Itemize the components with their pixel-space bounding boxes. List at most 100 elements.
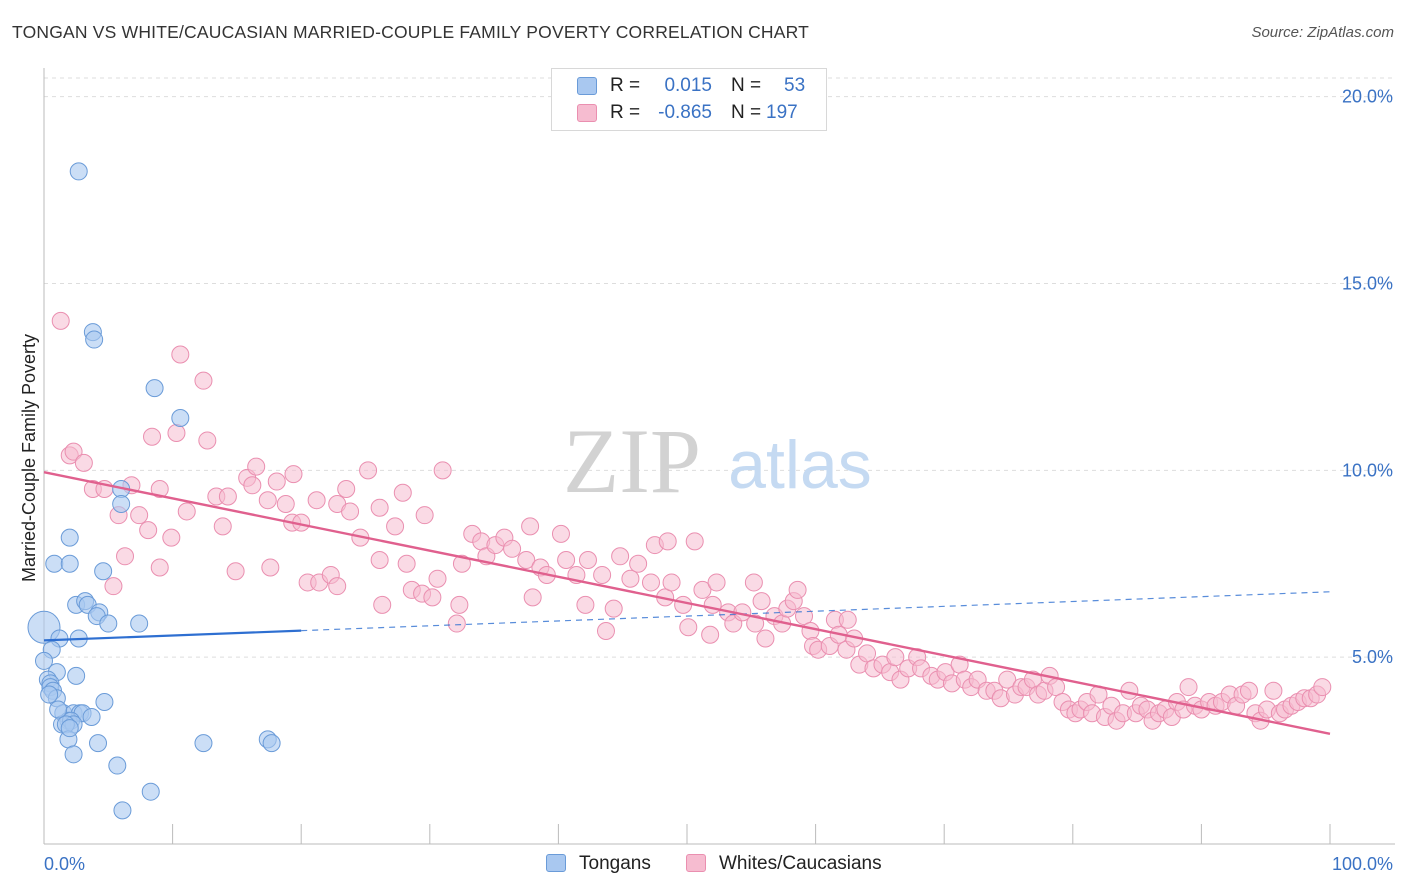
whites-point — [64, 442, 83, 461]
whites-point — [604, 599, 623, 618]
tongans-point — [67, 666, 86, 685]
n-value: 197 — [766, 102, 798, 123]
y-tick-label: 20.0% — [1342, 87, 1393, 107]
whites-point — [74, 453, 93, 472]
r-value: -0.865 — [658, 102, 712, 123]
whites-point — [171, 345, 190, 364]
whites-point — [51, 311, 70, 330]
whites-point — [517, 551, 536, 570]
correlation-legend: R = 0.015 N = 53 R = -0.865 N = 197 — [551, 68, 827, 131]
whites-point — [341, 502, 360, 521]
tongans-point — [113, 801, 132, 820]
y-tick-label: 10.0% — [1342, 460, 1393, 480]
whites-point — [243, 476, 262, 495]
whites-point — [150, 480, 169, 499]
tongans-point — [85, 330, 104, 349]
tongans-point — [130, 614, 149, 633]
x-tick-label: 100.0% — [1332, 854, 1393, 874]
tongans-point — [262, 734, 281, 753]
tongans-point — [145, 379, 164, 398]
whites-point — [337, 480, 356, 499]
tongans-point — [69, 162, 88, 181]
whites-point — [593, 565, 612, 584]
whites-label: Whites/Caucasians — [719, 853, 882, 874]
whites-point — [658, 532, 677, 551]
y-tick-label: 5.0% — [1352, 647, 1393, 667]
legend-row-whites: R = -0.865 N = 197 — [552, 100, 826, 126]
legend-row-tongans: R = 0.015 N = 53 — [552, 73, 826, 99]
whites-point — [177, 502, 196, 521]
watermark: ZIP atlas — [563, 410, 872, 512]
whites-point — [370, 551, 389, 570]
legend-item-whites: Whites/Caucasians — [686, 852, 916, 876]
whites-point — [693, 580, 712, 599]
tongans-point — [108, 756, 127, 775]
whites-points — [51, 311, 1332, 730]
whites-point — [433, 461, 452, 480]
tongans-point — [82, 707, 101, 726]
whites-point — [629, 554, 648, 573]
tongans-trend-solid — [43, 629, 302, 642]
whites-point — [428, 569, 447, 588]
whites-point — [139, 521, 158, 540]
whites-point — [104, 577, 123, 596]
whites-point — [1313, 678, 1332, 697]
n-value: 53 — [784, 75, 806, 96]
tongans-point — [60, 528, 79, 547]
whites-point — [998, 670, 1017, 689]
grid-lines — [44, 77, 1395, 658]
whites-point — [328, 577, 347, 596]
whites-point — [415, 506, 434, 525]
whites-point — [756, 629, 775, 648]
whites-point — [447, 614, 466, 633]
r-label: R = — [610, 75, 641, 96]
whites-point — [523, 588, 542, 607]
whites-point — [198, 431, 217, 450]
whites-point — [423, 588, 442, 607]
whites-point — [551, 524, 570, 543]
whites-point — [261, 558, 280, 577]
whites-point — [701, 625, 720, 644]
y-axis-label: Married-Couple Family Poverty — [19, 334, 39, 582]
tongans-point — [141, 782, 160, 801]
whites-point — [258, 491, 277, 510]
n-label: N = — [731, 102, 762, 123]
tongans-point — [35, 651, 53, 670]
whites-point — [386, 517, 405, 536]
legend-item-tongans: Tongans — [546, 852, 686, 876]
whites-point — [703, 595, 722, 614]
whites-point — [674, 595, 693, 614]
tongans-point — [112, 494, 131, 513]
whites-point — [611, 547, 630, 566]
whites-swatch — [577, 104, 597, 122]
whites-point — [838, 610, 857, 629]
whites-point — [150, 558, 169, 577]
source-label: Source: ZipAtlas.com — [1251, 24, 1394, 41]
whites-point — [521, 517, 540, 536]
whites-swatch — [686, 854, 706, 872]
whites-point — [557, 551, 576, 570]
whites-point — [685, 532, 704, 551]
whites-point — [858, 644, 877, 663]
whites-point — [662, 573, 681, 592]
whites-point — [788, 580, 807, 599]
whites-point — [801, 622, 820, 641]
tongans-point — [99, 614, 118, 633]
whites-point — [746, 614, 765, 633]
whites-point — [452, 554, 471, 573]
whites-point — [194, 371, 213, 390]
whites-point — [393, 483, 412, 502]
whites-point — [576, 595, 595, 614]
whites-point — [578, 551, 597, 570]
whites-trend — [43, 471, 1331, 735]
whites-point — [1179, 678, 1198, 697]
tongans-point — [89, 734, 108, 753]
r-label: R = — [610, 102, 641, 123]
whites-point — [359, 461, 378, 480]
whites-point — [307, 491, 326, 510]
whites-point — [1264, 681, 1283, 700]
tongans-point — [60, 554, 79, 573]
x-tick-label: 0.0% — [44, 854, 85, 874]
trend-lines — [43, 471, 1331, 735]
whites-point — [370, 498, 389, 517]
